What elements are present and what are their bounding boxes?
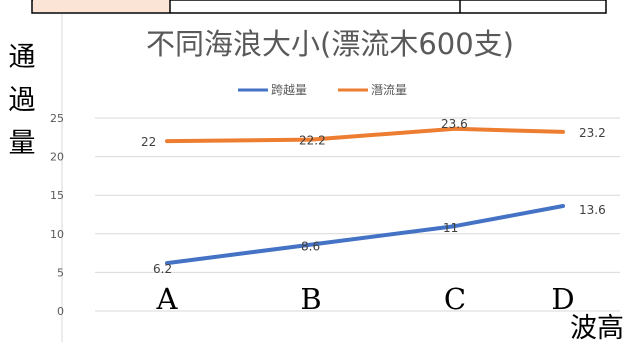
x-tick-label: B xyxy=(300,282,321,316)
data-label: 23.2 xyxy=(579,126,606,140)
x-axis-label: 波高 xyxy=(570,313,624,342)
gridlines xyxy=(95,117,620,312)
table-fragment xyxy=(31,0,607,14)
data-label: 11 xyxy=(443,221,458,235)
data-label: 23.6 xyxy=(441,117,468,131)
data-label: 22 xyxy=(141,135,156,149)
y-axis-label-char: 通 xyxy=(9,42,36,73)
series-line xyxy=(165,204,565,266)
x-axis-ticks: A B C D xyxy=(156,282,575,316)
legend-label: 潛流量 xyxy=(371,83,407,97)
y-axis-ticks: 0 5 10 15 20 25 xyxy=(50,112,64,318)
chart-title: 不同海浪大小(漂流木600支) xyxy=(146,27,514,61)
data-label: 8.6 xyxy=(301,240,320,254)
y-tick-label: 25 xyxy=(50,112,64,125)
data-labels: 6.2 8.6 11 13.6 22 22.2 23.6 23.2 xyxy=(141,117,606,276)
data-label: 13.6 xyxy=(579,203,606,217)
series-lines xyxy=(165,126,565,266)
data-label: 22.2 xyxy=(299,134,326,148)
x-tick-label: D xyxy=(551,282,574,316)
legend-label: 跨越量 xyxy=(271,83,307,97)
y-tick-label: 10 xyxy=(50,228,64,241)
y-tick-label: 5 xyxy=(57,266,64,279)
legend: 跨越量 潛流量 xyxy=(238,83,407,97)
y-axis-label-char: 過 xyxy=(9,85,36,116)
data-label: 6.2 xyxy=(153,262,172,276)
y-tick-label: 15 xyxy=(50,189,64,202)
x-tick-label: C xyxy=(444,282,466,316)
y-axis-label: 通過量 xyxy=(9,42,36,159)
series-line xyxy=(165,126,565,144)
y-tick-label: 20 xyxy=(50,151,64,164)
y-tick-label: 0 xyxy=(57,305,64,318)
y-axis-label-char: 量 xyxy=(9,128,36,159)
x-tick-label: A xyxy=(156,282,179,316)
